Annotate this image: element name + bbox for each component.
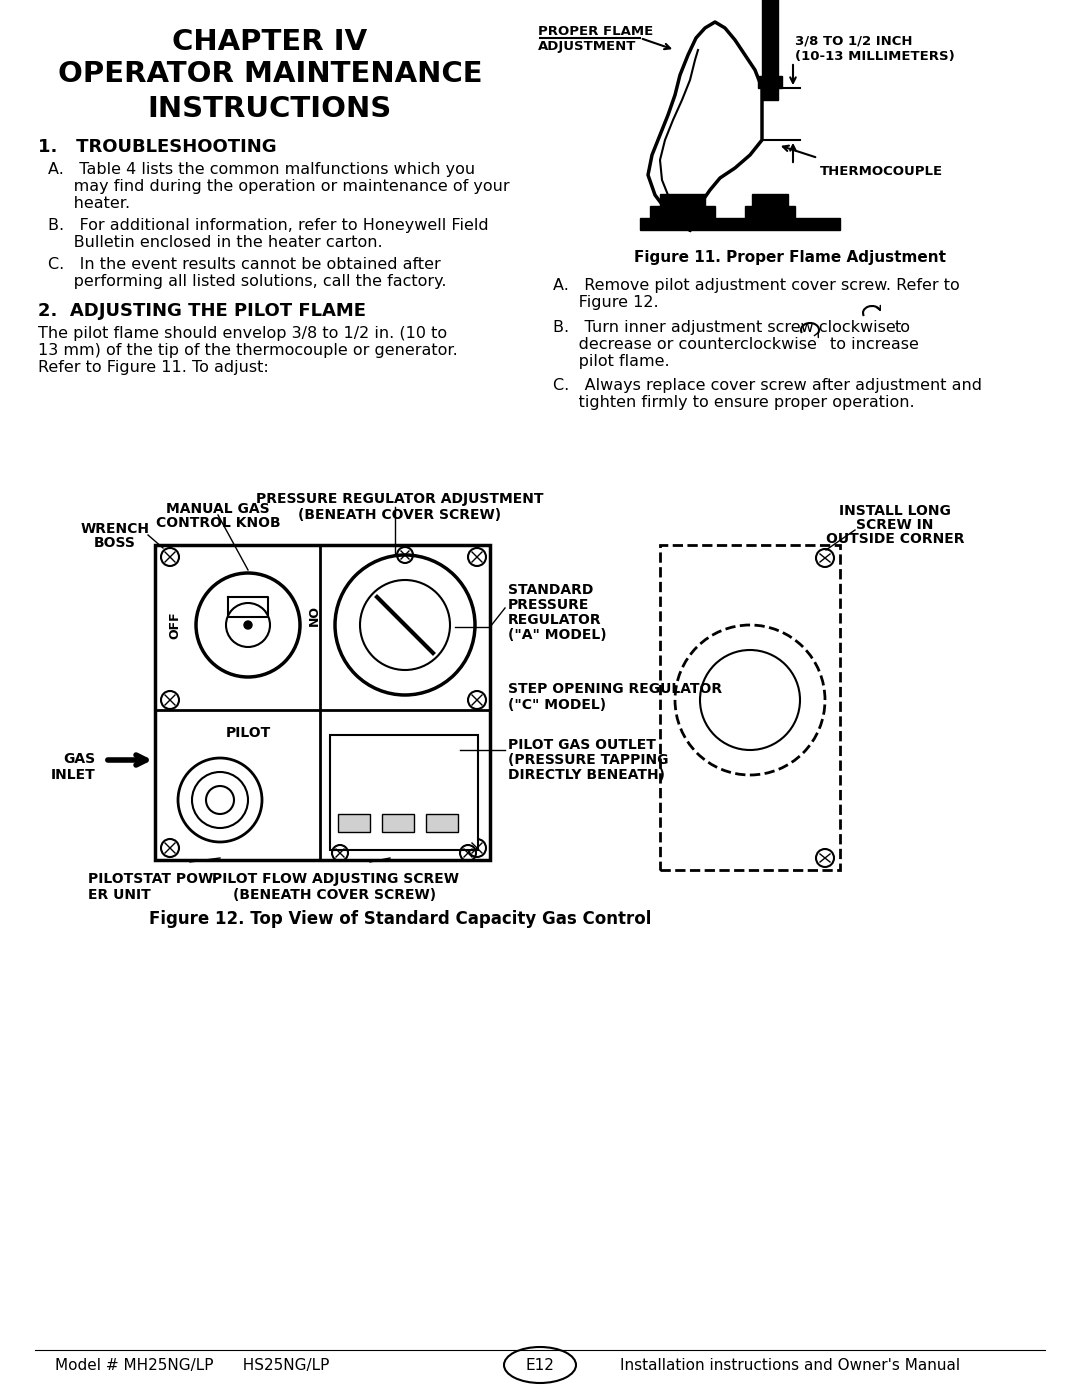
Text: WRENCH: WRENCH (81, 522, 149, 536)
Text: to: to (895, 320, 912, 335)
Text: OUTSIDE CORNER: OUTSIDE CORNER (826, 532, 964, 546)
Text: (BENEATH COVER SCREW): (BENEATH COVER SCREW) (233, 888, 436, 902)
Text: 2.  ADJUSTING THE PILOT FLAME: 2. ADJUSTING THE PILOT FLAME (38, 302, 366, 320)
Text: PILOT: PILOT (226, 726, 271, 740)
Text: pilot flame.: pilot flame. (553, 353, 670, 369)
Text: INLET: INLET (51, 768, 95, 782)
Text: Figure 12. Top View of Standard Capacity Gas Control: Figure 12. Top View of Standard Capacity… (149, 909, 651, 928)
Bar (752, 194, 788, 205)
Text: A.   Table 4 lists the common malfunctions which you: A. Table 4 lists the common malfunctions… (48, 162, 475, 177)
Text: GAS: GAS (63, 752, 95, 766)
Text: decrease or counterclockwise: decrease or counterclockwise (553, 337, 816, 352)
Text: Figure 12.: Figure 12. (553, 295, 659, 310)
Text: tighten firmly to ensure proper operation.: tighten firmly to ensure proper operatio… (553, 395, 915, 409)
Text: performing all listed solutions, call the factory.: performing all listed solutions, call th… (48, 274, 446, 289)
Text: PRESSURE: PRESSURE (508, 598, 590, 612)
Text: STEP OPENING REGULATOR: STEP OPENING REGULATOR (508, 682, 723, 696)
Text: C.   In the event results cannot be obtained after: C. In the event results cannot be obtain… (48, 257, 441, 272)
Text: Bulletin enclosed in the heater carton.: Bulletin enclosed in the heater carton. (48, 235, 382, 250)
Text: BOSS: BOSS (94, 536, 136, 550)
Text: CHAPTER IV: CHAPTER IV (173, 28, 367, 56)
Text: 1.   TROUBLESHOOTING: 1. TROUBLESHOOTING (38, 138, 276, 156)
Text: ADJUSTMENT: ADJUSTMENT (538, 41, 636, 53)
Text: heater.: heater. (48, 196, 130, 211)
Text: The pilot flame should envelop 3/8 to 1/2 in. (10 to: The pilot flame should envelop 3/8 to 1/… (38, 326, 447, 341)
Text: B.   For additional information, refer to Honeywell Field: B. For additional information, refer to … (48, 218, 488, 233)
Bar (156, 545, 490, 861)
Bar (745, 205, 795, 218)
Text: STANDARD: STANDARD (508, 583, 593, 597)
Text: PILOTSTAT POW-: PILOTSTAT POW- (87, 872, 218, 886)
Text: Model # MH25NG/LP      HS25NG/LP: Model # MH25NG/LP HS25NG/LP (55, 1358, 329, 1373)
Bar (338, 814, 370, 833)
Bar (660, 545, 840, 870)
Text: B.   Turn inner adjustment screw clockwise: B. Turn inner adjustment screw clockwise (553, 320, 895, 335)
Text: PILOT FLOW ADJUSTING SCREW: PILOT FLOW ADJUSTING SCREW (212, 872, 459, 886)
Bar (762, 0, 778, 101)
Text: may find during the operation or maintenance of your: may find during the operation or mainten… (48, 179, 510, 194)
Text: to increase: to increase (831, 337, 919, 352)
Text: INSTALL LONG: INSTALL LONG (839, 504, 950, 518)
Text: Refer to Figure 11. To adjust:: Refer to Figure 11. To adjust: (38, 360, 269, 374)
Text: OFF: OFF (168, 612, 181, 638)
Text: 13 mm) of the tip of the thermocouple or generator.: 13 mm) of the tip of the thermocouple or… (38, 344, 458, 358)
Text: ("C" MODEL): ("C" MODEL) (508, 698, 606, 712)
Text: NO: NO (308, 605, 321, 626)
Bar (660, 194, 705, 205)
Text: Installation instructions and Owner's Manual: Installation instructions and Owner's Ma… (620, 1358, 960, 1373)
Text: Figure 11. Proper Flame Adjustment: Figure 11. Proper Flame Adjustment (634, 250, 946, 265)
Text: SCREW IN: SCREW IN (856, 518, 934, 532)
Bar (382, 814, 414, 833)
Text: THERMOCOUPLE: THERMOCOUPLE (820, 165, 943, 177)
Text: (10-13 MILLIMETERS): (10-13 MILLIMETERS) (795, 50, 955, 63)
Text: A.   Remove pilot adjustment cover screw. Refer to: A. Remove pilot adjustment cover screw. … (553, 278, 960, 293)
Text: ("A" MODEL): ("A" MODEL) (508, 629, 607, 643)
Text: OPERATOR MAINTENANCE: OPERATOR MAINTENANCE (57, 60, 483, 88)
Bar (640, 218, 840, 231)
Text: INSTRUCTIONS: INSTRUCTIONS (148, 95, 392, 123)
Text: (PRESSURE TAPPING: (PRESSURE TAPPING (508, 753, 669, 767)
Bar (758, 75, 782, 88)
Bar (330, 735, 478, 849)
Text: (BENEATH COVER SCREW): (BENEATH COVER SCREW) (298, 509, 501, 522)
Text: MANUAL GAS: MANUAL GAS (166, 502, 270, 515)
Text: PROPER FLAME: PROPER FLAME (538, 25, 653, 38)
Text: E12: E12 (526, 1358, 554, 1372)
Bar (426, 814, 458, 833)
Text: C.   Always replace cover screw after adjustment and: C. Always replace cover screw after adju… (553, 379, 982, 393)
Text: ER UNIT: ER UNIT (87, 888, 151, 902)
Text: REGULATOR: REGULATOR (508, 613, 602, 627)
Text: 3/8 TO 1/2 INCH: 3/8 TO 1/2 INCH (795, 35, 913, 47)
Text: PRESSURE REGULATOR ADJUSTMENT: PRESSURE REGULATOR ADJUSTMENT (256, 492, 543, 506)
Text: PILOT GAS OUTLET: PILOT GAS OUTLET (508, 738, 656, 752)
Text: CONTROL KNOB: CONTROL KNOB (156, 515, 281, 529)
Text: DIRECTLY BENEATH): DIRECTLY BENEATH) (508, 768, 665, 782)
Circle shape (244, 622, 252, 629)
Bar (650, 205, 715, 218)
